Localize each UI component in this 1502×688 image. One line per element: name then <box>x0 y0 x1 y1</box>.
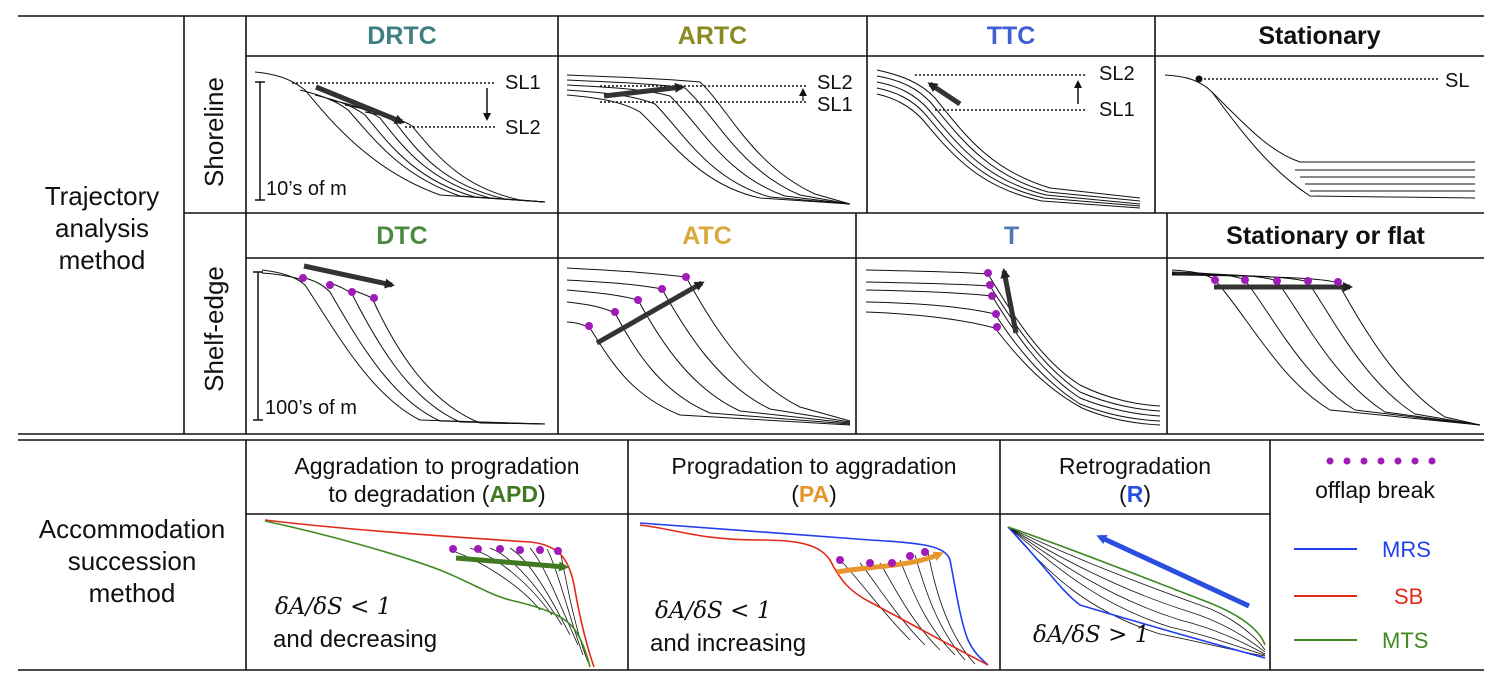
panel-title-atc: ATC <box>682 222 732 250</box>
apd-code: APD <box>489 481 538 507</box>
artc-sl2-label: SL2 <box>817 72 853 94</box>
pa-mrs-line <box>639 522 989 666</box>
dtc-trajectory-arrow <box>303 263 395 289</box>
ttc-clinoforms <box>876 69 1141 209</box>
t-trajectory-arrow <box>1000 268 1019 334</box>
dtc-clinoforms <box>261 269 546 425</box>
r-title: Retrogradation (R) <box>1000 452 1270 508</box>
drtc-trajectory-arrow <box>315 84 405 125</box>
panel-title-dtc: DTC <box>376 222 428 250</box>
legend-mrs-label: MRS <box>1382 537 1431 562</box>
pa-sb-line <box>639 524 989 666</box>
pa-code: PA <box>798 481 830 507</box>
apd-title-line1: Aggradation to progradation <box>294 453 580 479</box>
pa-clinoforms <box>839 551 976 665</box>
legend-offlap-dots <box>1326 457 1436 465</box>
apd-sb-line <box>264 519 595 668</box>
t-offlap-dots <box>984 269 1001 331</box>
apd-note: and decreasing <box>273 626 438 653</box>
shoreline-scale-label: 10’s of m <box>266 178 347 200</box>
drtc-sl2-label: SL2 <box>505 117 541 139</box>
apd-trajectory-arrow <box>455 555 569 572</box>
panel-title-ttc: TTC <box>986 22 1036 50</box>
flat-offlap-dots <box>1211 276 1342 286</box>
pa-title-line1: Progradation to aggradation <box>671 453 957 479</box>
shelf-scale-label: 100’s of m <box>265 397 357 419</box>
apd-offlap-dots <box>449 545 562 555</box>
apd-formula: δA/δS < 1 <box>275 594 392 620</box>
accommodation-section-label: Accommodation succession method <box>38 514 226 608</box>
ttc-trajectory-arrow <box>927 81 962 107</box>
legend-offlap-label: offlap break <box>1315 477 1435 503</box>
stationary-shoreline-dot <box>1195 75 1203 83</box>
panel-title-drtc: DRTC <box>367 22 437 50</box>
r-trajectory-arrow <box>1096 534 1251 609</box>
panel-title-artc: ARTC <box>677 22 748 50</box>
legend-mts-label: MTS <box>1382 628 1429 653</box>
apd-mts-line <box>264 520 591 668</box>
panel-title-stationary-or-flat: Stationary or flat <box>1226 222 1425 250</box>
pa-note: and increasing <box>650 630 807 657</box>
trajectory-section-label: Trajectory analysis method <box>44 181 160 275</box>
apd-clinoforms <box>449 547 589 663</box>
r-mts-line <box>1007 526 1266 646</box>
pa-offlap-dots <box>836 548 929 567</box>
r-formula: δA/δS > 1 <box>1033 622 1150 648</box>
panel-title-stationary: Stationary <box>1258 22 1381 50</box>
r-code: R <box>1126 481 1144 507</box>
stationary-sl-label: SL <box>1445 70 1470 92</box>
apd-title: Aggradation to progradation to degradati… <box>246 452 628 508</box>
pa-title: Progradation to aggradation (PA) <box>628 452 1000 508</box>
pa-title-line2: (PA) <box>791 481 837 507</box>
atc-trajectory-arrow <box>595 280 705 346</box>
dtc-offlap-dots <box>299 274 378 302</box>
apd-title-line2: to degradation (APD) <box>328 481 546 507</box>
artc-trajectory-arrow <box>603 82 685 99</box>
atc-clinoforms <box>566 267 851 426</box>
ttc-sl1-label: SL1 <box>1099 99 1135 121</box>
panel-title-t: T <box>1003 222 1020 250</box>
r-title-line1: Retrogradation <box>1058 453 1212 479</box>
shoreline-scale-bar <box>255 81 265 201</box>
r-mrs-line <box>1007 526 1266 659</box>
artc-sl1-label: SL1 <box>817 94 853 116</box>
r-title-line2: (R) <box>1119 481 1151 507</box>
legend-sb-label: SB <box>1394 584 1424 609</box>
stationary-clinoforms <box>1164 74 1476 199</box>
shelf-scale-bar <box>253 271 263 421</box>
artc-clinoforms <box>566 74 851 205</box>
ttc-sl2-label: SL2 <box>1099 63 1135 85</box>
pa-formula: δA/δS < 1 <box>655 598 772 624</box>
atc-offlap-dots <box>585 273 690 330</box>
flat-clinoforms <box>1171 269 1481 426</box>
t-clinoforms <box>865 269 1161 426</box>
drtc-sl1-label: SL1 <box>505 72 541 94</box>
